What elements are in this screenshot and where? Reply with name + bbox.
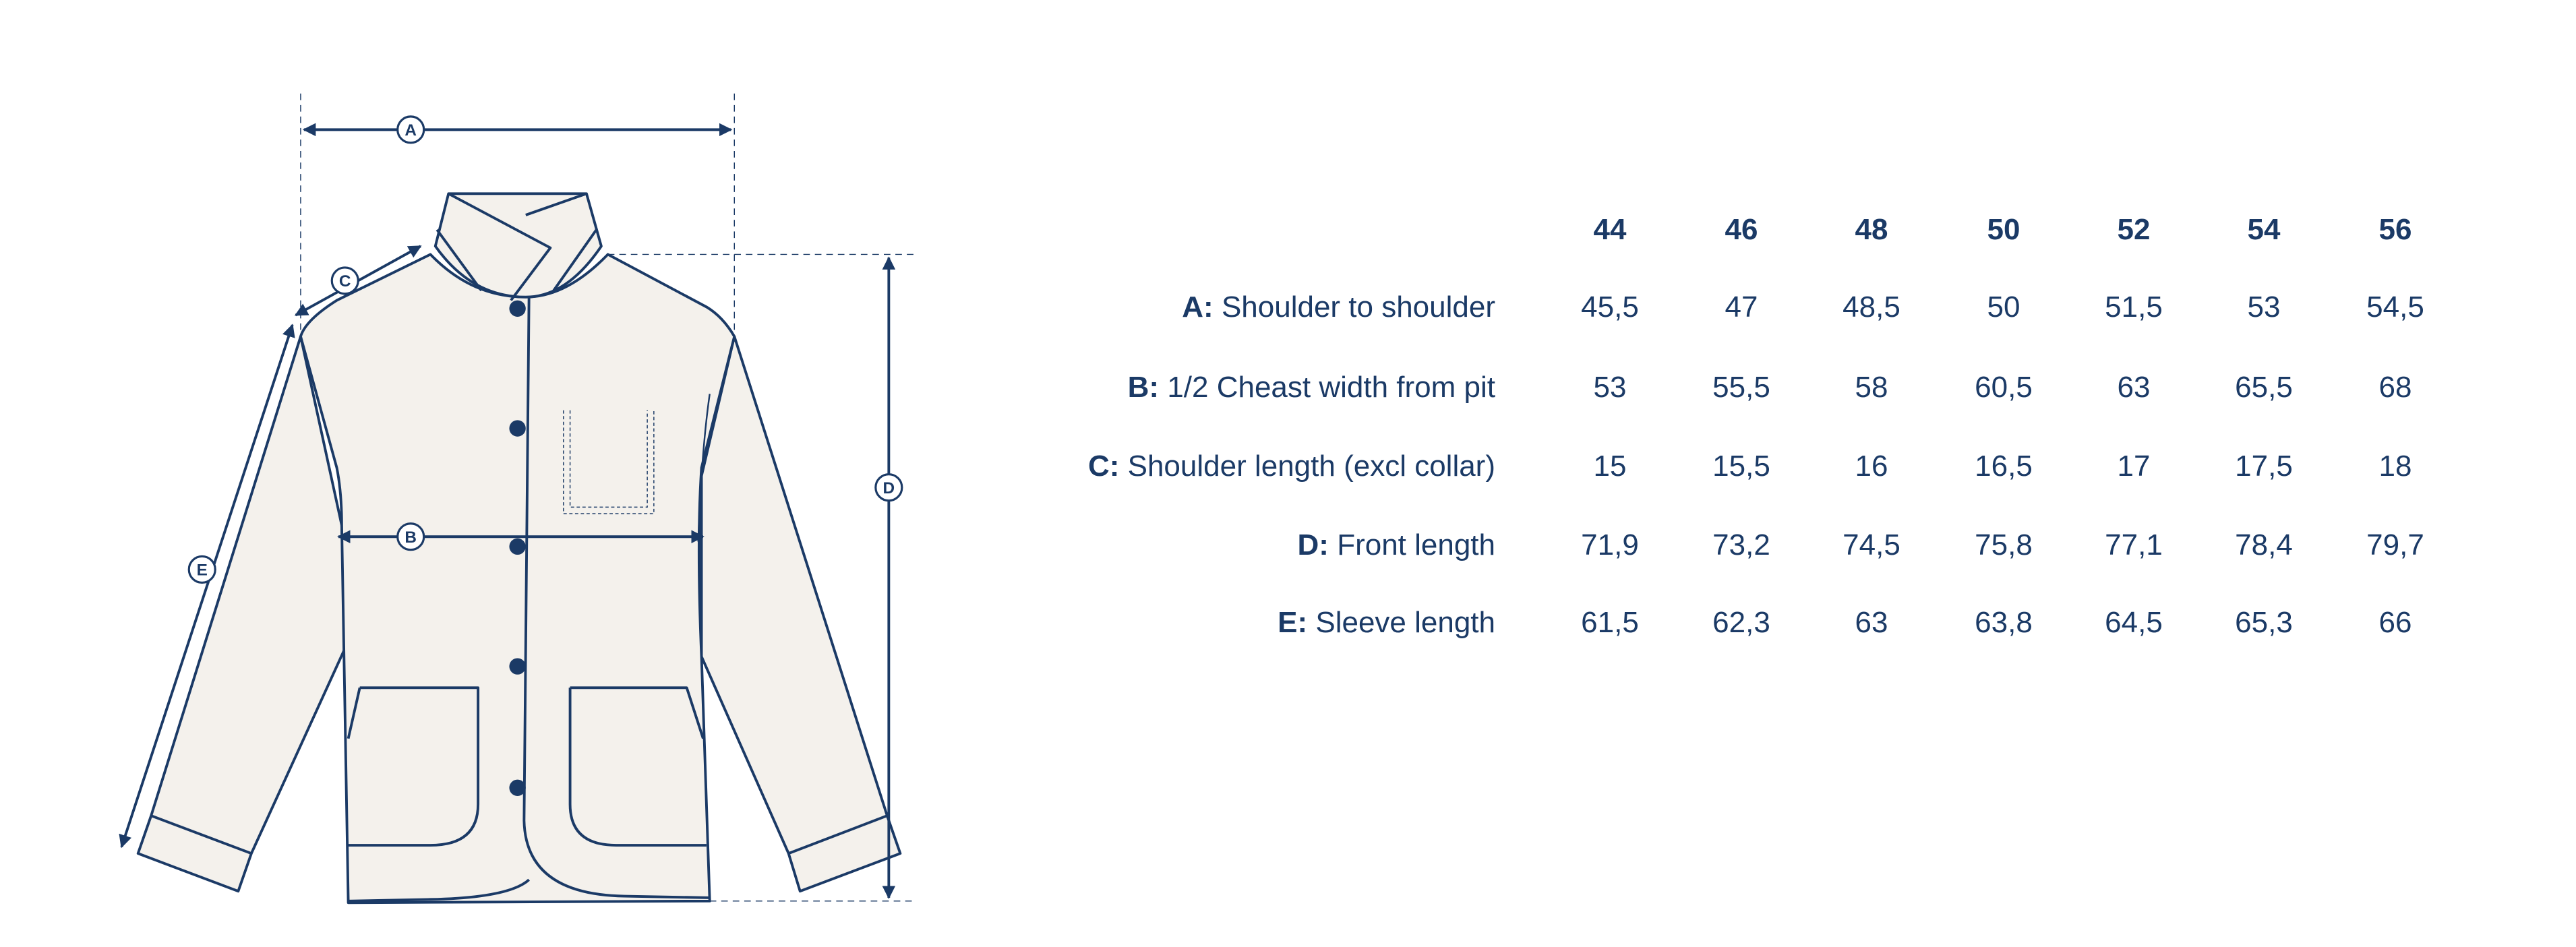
measurement-label: B: 1/2 Cheast width from pit [1128,371,1495,404]
measurement-label: D: Front length [1298,528,1495,562]
measurement-value: 63,8 [1975,606,2033,639]
measurement-value: 47 [1725,291,1758,324]
measurement-name: Front length [1337,528,1495,561]
marker-b: B [405,528,417,547]
measurement-value: 60,5 [1975,371,2033,404]
measurement-key: E: [1278,606,1308,639]
measurement-key: A: [1182,291,1214,324]
measurement-value: 78,4 [2235,528,2293,561]
measurement-label: C: Shoulder length (excl collar) [1088,450,1495,483]
measurement-label: A: Shoulder to shoulder [1182,291,1495,324]
measurement-value: 15,5 [1712,450,1770,483]
button [509,300,526,317]
arrow-e [119,324,295,849]
measurement-value: 17 [2117,450,2151,483]
measurement-value: 15 [1593,450,1627,483]
size-header: 48 [1855,213,1888,246]
marker-circles [187,115,903,584]
measurement-value: 45,5 [1581,291,1639,324]
measurement-key: B: [1127,371,1160,404]
measurement-key: C: [1087,450,1120,483]
measurement-value: 55,5 [1712,371,1770,404]
measurement-value: 51,5 [2105,291,2163,324]
marker-c: C [339,272,351,291]
button [509,420,526,437]
measurement-label: E: Sleeve length [1278,606,1495,640]
measurement-value: 77,1 [2105,528,2163,561]
measurement-value: 64,5 [2105,606,2163,639]
measurement-name: 1/2 Cheast width from pit [1167,371,1495,404]
measurement-value: 62,3 [1712,606,1770,639]
guide-lines [300,93,913,902]
size-header: 44 [1593,213,1627,246]
measurement-value: 53 [1593,371,1627,404]
measurement-value: 65,3 [2235,606,2293,639]
measurement-value: 50 [1987,291,2020,324]
size-header: 52 [2117,213,2151,246]
measurement-value: 58 [1855,371,1888,404]
measurement-name: Sleeve length [1315,606,1495,639]
marker-e: E [197,561,208,580]
size-header: 56 [2378,213,2412,246]
measurement-value: 53 [2247,291,2281,324]
measurement-value: 48,5 [1843,291,1900,324]
measurement-value: 16 [1855,450,1888,483]
measurement-value: 16,5 [1975,450,2033,483]
chest-pocket-stitching [563,410,655,514]
measurement-key: D: [1297,528,1329,561]
button [509,658,526,675]
measurement-value: 63 [2117,371,2151,404]
button [509,538,526,555]
marker-a: A [405,121,417,140]
measurement-value: 63 [1855,606,1888,639]
measurement-value: 61,5 [1581,606,1639,639]
measurement-value: 74,5 [1843,528,1900,561]
measurement-value: 66 [2378,606,2412,639]
measurement-name: Shoulder length (excl collar) [1127,450,1495,483]
measurement-value: 71,9 [1581,528,1639,561]
measurement-value: 79,7 [2366,528,2424,561]
measurement-value: 17,5 [2235,450,2293,483]
measurement-value: 18 [2378,450,2412,483]
size-header: 50 [1987,213,2020,246]
measurement-value: 68 [2378,371,2412,404]
measurement-value: 54,5 [2366,291,2424,324]
marker-d: D [883,479,895,497]
measurement-value: 73,2 [1712,528,1770,561]
measurement-value: 65,5 [2235,371,2293,404]
button [509,779,526,796]
measurement-value: 75,8 [1975,528,2033,561]
measurement-name: Shoulder to shoulder [1221,291,1495,324]
size-header: 54 [2247,213,2281,246]
size-header: 46 [1725,213,1758,246]
